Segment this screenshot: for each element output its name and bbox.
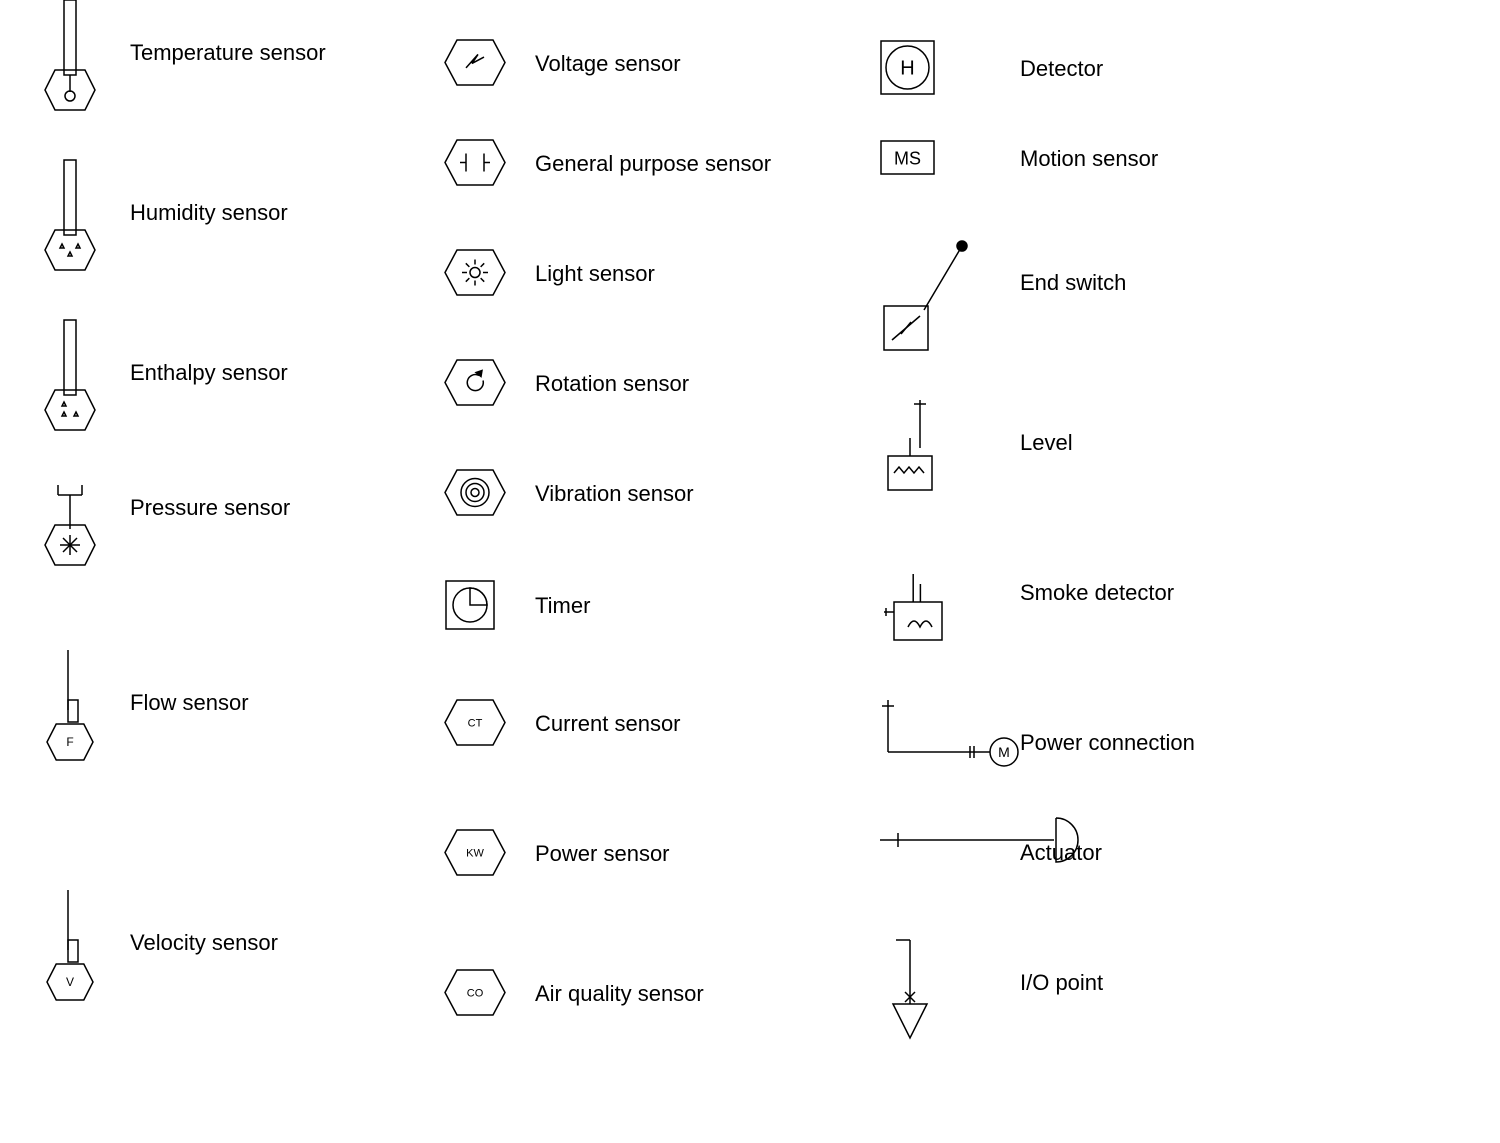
airq-label: Air quality sensor: [535, 981, 704, 1007]
light-label: Light sensor: [535, 261, 655, 287]
powerconn-icon: M: [880, 700, 1020, 770]
endswitch-label: End switch: [1020, 270, 1126, 296]
timer-icon: [445, 580, 495, 630]
svg-text:V: V: [66, 975, 74, 989]
svg-text:M: M: [998, 744, 1010, 760]
temperature-label: Temperature sensor: [130, 40, 326, 66]
pressure-icon: [35, 485, 105, 565]
svg-text:H: H: [900, 58, 914, 80]
voltage-icon: [445, 40, 505, 85]
motion-label: Motion sensor: [1020, 146, 1158, 172]
enthalpy-icon: [35, 320, 105, 430]
timer-label: Timer: [535, 593, 590, 619]
pressure-label: Pressure sensor: [130, 495, 290, 521]
flow-icon: F: [35, 650, 105, 760]
detector-icon: H: [880, 40, 935, 95]
airq-icon: CO: [445, 970, 505, 1015]
smoke-label: Smoke detector: [1020, 580, 1174, 606]
current-label: Current sensor: [535, 711, 681, 737]
svg-text:CO: CO: [467, 988, 484, 1000]
motion-icon: MS: [880, 140, 935, 175]
vibration-label: Vibration sensor: [535, 481, 694, 507]
temperature-icon: [35, 0, 105, 110]
voltage-label: Voltage sensor: [535, 51, 681, 77]
general-label: General purpose sensor: [535, 151, 771, 177]
svg-text:MS: MS: [894, 149, 921, 169]
humidity-label: Humidity sensor: [130, 200, 288, 226]
iopoint-label: I/O point: [1020, 970, 1103, 996]
general-icon: [445, 140, 505, 185]
power-icon: KW: [445, 830, 505, 875]
rotation-icon: [445, 360, 505, 405]
svg-text:CT: CT: [468, 718, 483, 730]
detector-label: Detector: [1020, 56, 1103, 82]
powerconn-label: Power connection: [1020, 730, 1195, 756]
level-icon: [880, 400, 950, 490]
level-label: Level: [1020, 430, 1073, 456]
smoke-icon: [880, 550, 960, 640]
current-icon: CT: [445, 700, 505, 745]
diagram-canvas: Temperature sensor Humidity sensor Enthalp…: [0, 0, 1500, 1143]
svg-text:KW: KW: [466, 848, 484, 860]
iopoint-icon: [880, 940, 940, 1040]
vibration-icon: [445, 470, 505, 515]
light-icon: [445, 250, 505, 295]
power-label: Power sensor: [535, 841, 670, 867]
svg-text:F: F: [66, 735, 73, 749]
actuator-label: Actuator: [1020, 840, 1102, 866]
velocity-icon: V: [35, 890, 105, 1000]
rotation-label: Rotation sensor: [535, 371, 689, 397]
velocity-label: Velocity sensor: [130, 930, 278, 956]
flow-label: Flow sensor: [130, 690, 249, 716]
enthalpy-label: Enthalpy sensor: [130, 360, 288, 386]
humidity-icon: [35, 160, 105, 270]
endswitch-icon: [880, 240, 970, 350]
